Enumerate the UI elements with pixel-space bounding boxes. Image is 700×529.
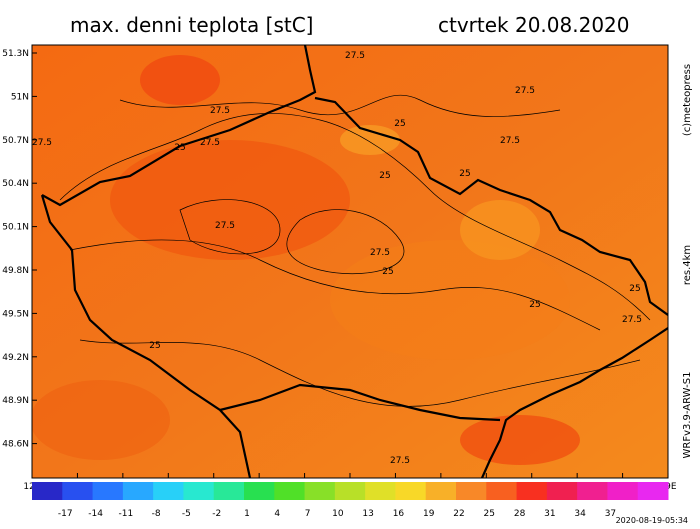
colorbar-label: 1: [244, 509, 250, 519]
colorbar-label: -2: [212, 509, 221, 519]
colorbar-label: -11: [119, 509, 134, 519]
contour-label: 25: [149, 341, 160, 351]
side-note: (c)meteopress: [682, 64, 693, 136]
lat-label: 48.9N: [2, 396, 29, 406]
colorbar-segment: [274, 482, 306, 500]
colorbar-segment: [213, 482, 245, 500]
colorbar-segment: [486, 482, 518, 500]
colorbar-label: -14: [88, 509, 103, 519]
contour-label: 25: [382, 267, 393, 277]
contour-label: 27.5: [500, 136, 520, 146]
colorbar-label: 10: [332, 509, 344, 519]
lat-label: 49.2N: [2, 353, 29, 363]
colorbar-label: 34: [574, 509, 586, 519]
colorbar-segment: [516, 482, 548, 500]
lat-label: 49.8N: [2, 266, 29, 276]
colorbar-segment: [183, 482, 215, 500]
colorbar-label: 16: [393, 509, 405, 519]
contour-label: 27.5: [390, 456, 410, 466]
colorbar-segment: [577, 482, 608, 500]
colorbar-label: 7: [305, 509, 311, 519]
colorbar-segment: [153, 482, 184, 500]
contour-label: 27.5: [32, 138, 52, 148]
colorbar-label: -8: [152, 509, 161, 519]
contour-label: 27.5: [345, 51, 365, 61]
contour-label: 27.5: [200, 138, 220, 148]
contour-label: 25: [394, 119, 405, 129]
colorbar-segment: [365, 482, 396, 500]
colorbar-label: 22: [453, 509, 464, 519]
contour-label: 25: [529, 300, 540, 310]
lat-label: 50.4N: [2, 179, 29, 189]
map-title: max. denni teplota [stC]: [70, 13, 313, 37]
colorbar-segment: [425, 482, 457, 500]
lat-label: 50.7N: [2, 136, 29, 146]
colorbar-label: 37: [605, 509, 616, 519]
lat-label: 51.3N: [2, 49, 29, 59]
colorbar-label: 31: [544, 509, 555, 519]
colorbar-segment: [92, 482, 124, 500]
lat-label: 49.5N: [2, 309, 29, 319]
colorbar-segment: [637, 482, 669, 500]
colorbar-segment: [244, 482, 275, 500]
map-date: ctvrtek 20.08.2020: [438, 13, 630, 37]
colorbar-label: 25: [484, 509, 495, 519]
colorbar-label: 4: [274, 509, 280, 519]
contour-label: 27.5: [215, 221, 235, 231]
contour-label: 25: [459, 169, 470, 179]
colorbar-label: -5: [182, 509, 191, 519]
side-note: WRFv3.9-ARW-S1: [682, 372, 693, 459]
colorbar-segment: [546, 482, 578, 500]
contour-label: 27.5: [515, 86, 535, 96]
colorbar-segment: [334, 482, 366, 500]
side-note: res.4km: [682, 245, 693, 285]
colorbar-segment: [304, 482, 336, 500]
contour-label: 25: [379, 171, 390, 181]
lat-label: 51N: [11, 92, 29, 102]
lat-label: 48.6N: [2, 440, 29, 450]
contour-label: 27.5: [370, 248, 390, 258]
colorbar-label: 28: [514, 509, 526, 519]
contour-label: 25: [174, 143, 185, 153]
timestamp: 2020-08-19-05:34: [616, 516, 688, 525]
colorbar-segment: [456, 482, 487, 500]
map-area: [32, 45, 668, 478]
colorbar-label: 13: [362, 509, 373, 519]
colorbar-segment: [62, 482, 94, 500]
colorbar-segment: [607, 482, 639, 500]
colorbar-label: 19: [423, 509, 435, 519]
colorbar-segment: [395, 482, 427, 500]
contour-label: 25: [629, 284, 640, 294]
colorbar-segment: [32, 482, 63, 500]
lat-label: 50.1N: [2, 223, 29, 233]
contour-label: 27.5: [622, 315, 642, 325]
contour-label: 27.5: [210, 106, 230, 116]
colorbar-segment: [122, 482, 154, 500]
colorbar-label: -17: [58, 509, 73, 519]
